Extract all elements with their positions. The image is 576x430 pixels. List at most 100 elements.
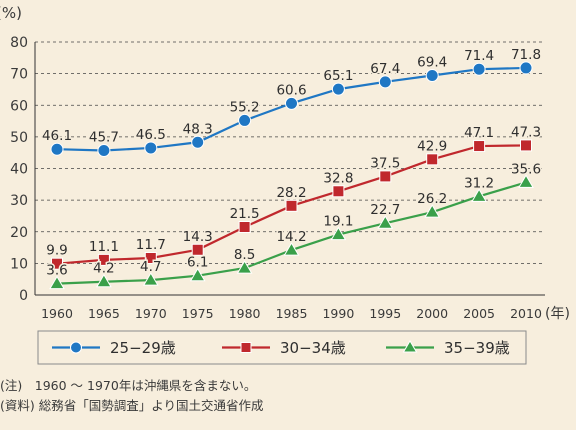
series-2 — [51, 139, 532, 270]
data-label: 45.7 — [89, 129, 119, 145]
y-tick-label: 60 — [10, 98, 28, 114]
data-point — [49, 275, 65, 290]
legend-label: 30−34歳 — [280, 339, 346, 357]
x-tick-label: 1965 — [88, 306, 120, 321]
data-labels-group: 46.1 45.7 46.5 48.3 55.2 60.6 65.1 67.4 69.4 71.4… — [40, 45, 542, 280]
data-point — [144, 251, 157, 264]
x-tick-label: 1970 — [135, 306, 167, 321]
y-tick-label: 20 — [10, 225, 28, 241]
data-label: 60.6 — [276, 82, 306, 98]
data-label: 19.1 — [323, 214, 353, 230]
data-point — [96, 273, 112, 288]
axes — [34, 42, 545, 296]
data-point — [377, 215, 394, 229]
legend-label: 35−39歳 — [444, 339, 510, 357]
data-point — [236, 260, 253, 274]
data-label: 28.2 — [276, 185, 306, 201]
x-tick-label: 1995 — [369, 306, 401, 321]
data-label: 21.5 — [230, 206, 260, 222]
data-label: 46.5 — [136, 127, 166, 143]
x-tick-labels: 1960 1965 1970 1975 1980 1985 1990 1995 2000 2005… — [41, 306, 542, 321]
data-point — [402, 340, 418, 353]
data-point — [51, 257, 63, 270]
y-tick-label: 50 — [10, 130, 28, 146]
series-3 — [49, 174, 534, 290]
data-label: 31.2 — [464, 175, 494, 191]
series-1 — [50, 61, 533, 157]
y-tick-labels: 0 10 20 30 40 50 60 70 80 — [10, 35, 28, 304]
data-point — [472, 62, 486, 76]
source-text: (資料) 総務省「国勢調査」より国土交通省作成 — [0, 398, 264, 413]
y-tick-label: 10 — [10, 256, 28, 272]
data-label: 37.5 — [370, 155, 400, 171]
data-point — [97, 253, 110, 266]
data-point — [70, 341, 82, 354]
data-point — [97, 143, 111, 157]
data-label: 46.1 — [42, 128, 72, 144]
legend-item: 30−34歳 — [222, 339, 346, 357]
y-tick-label: 40 — [10, 162, 28, 178]
data-label: 48.3 — [183, 121, 213, 137]
data-label: 42.9 — [417, 138, 447, 154]
data-label: 14.2 — [276, 229, 306, 245]
x-tick-label: 1985 — [276, 306, 308, 321]
y-axis-unit-label: (%) — [0, 4, 22, 22]
data-point — [285, 199, 298, 212]
data-label: 65.1 — [323, 68, 353, 84]
data-label: 4.2 — [93, 261, 114, 277]
x-tick-label: 1975 — [182, 306, 214, 321]
data-label: 6.1 — [187, 255, 208, 271]
data-label: 14.3 — [183, 229, 213, 245]
data-point — [283, 242, 300, 256]
data-label: 47.3 — [511, 124, 541, 140]
data-point — [330, 226, 347, 241]
series-group — [49, 61, 534, 290]
data-label: 11.7 — [136, 237, 166, 253]
data-label: 32.8 — [323, 170, 353, 186]
data-label: 71.8 — [511, 47, 541, 63]
data-point — [424, 204, 441, 218]
x-tick-label: 1980 — [229, 306, 261, 321]
legend-label: 25−29歳 — [110, 339, 176, 357]
data-label: 22.7 — [370, 202, 400, 218]
data-label: 3.6 — [46, 263, 67, 279]
data-point — [191, 243, 204, 256]
notes: (注) 1960 〜 1970年は沖縄県を含まない。 (資料) 総務省「国勢調査… — [0, 376, 576, 416]
x-tick-label: 2010 — [510, 306, 542, 321]
data-point — [191, 135, 205, 149]
data-point — [379, 170, 392, 183]
x-tick-label: 1990 — [322, 306, 354, 321]
y-tick-label: 80 — [10, 35, 28, 51]
data-label: 11.1 — [89, 239, 119, 255]
data-point — [331, 82, 345, 96]
legend: 25−29歳 30−34歳 35−39歳 — [37, 330, 527, 365]
data-label: 67.4 — [370, 61, 400, 77]
data-label: 55.2 — [230, 99, 260, 115]
data-point — [378, 75, 392, 89]
data-label: 26.2 — [417, 191, 447, 207]
x-tick-label: 2005 — [463, 306, 495, 321]
data-point — [189, 267, 206, 282]
data-point — [519, 61, 533, 75]
data-point — [473, 140, 486, 153]
legend-item: 25−29歳 — [52, 339, 176, 357]
data-label: 71.4 — [464, 48, 494, 64]
data-point — [240, 342, 252, 353]
data-label: 35.6 — [511, 161, 541, 177]
data-label: 69.4 — [417, 55, 447, 71]
data-point — [50, 142, 64, 156]
data-point — [238, 221, 251, 234]
data-point — [520, 139, 532, 152]
x-axis-unit-label: (年) — [545, 306, 570, 322]
y-tick-label: 70 — [10, 67, 28, 83]
x-tick-label: 2000 — [416, 306, 448, 321]
data-point — [144, 141, 158, 155]
data-label: 4.7 — [140, 259, 161, 275]
data-point — [471, 188, 487, 202]
data-label: 8.5 — [234, 247, 255, 263]
y-tick-label: 0 — [19, 288, 28, 304]
data-point — [285, 96, 298, 110]
data-point — [238, 113, 252, 127]
data-point — [518, 174, 534, 188]
